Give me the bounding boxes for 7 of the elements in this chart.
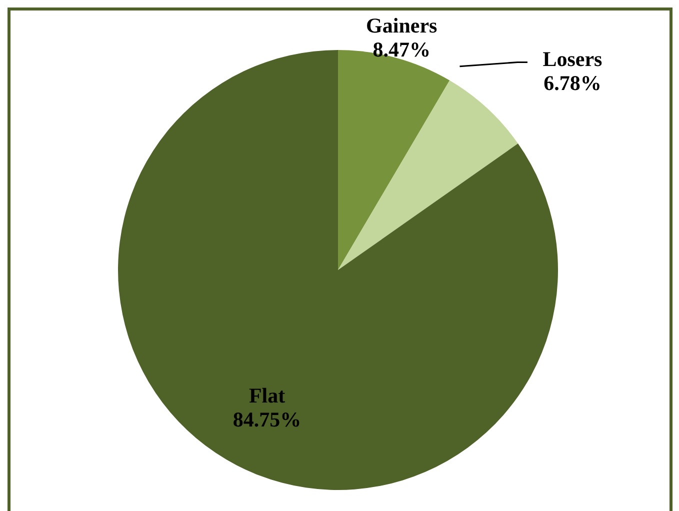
data-label: 84.75% [232,408,302,432]
data-label: 8.47% [372,37,431,62]
pie-slice [338,80,518,270]
slice-label: Gainers [366,13,438,38]
data-label: 6.78% [544,71,602,96]
slice-label: Losers [542,47,602,72]
slice-label: Flat [248,383,286,408]
